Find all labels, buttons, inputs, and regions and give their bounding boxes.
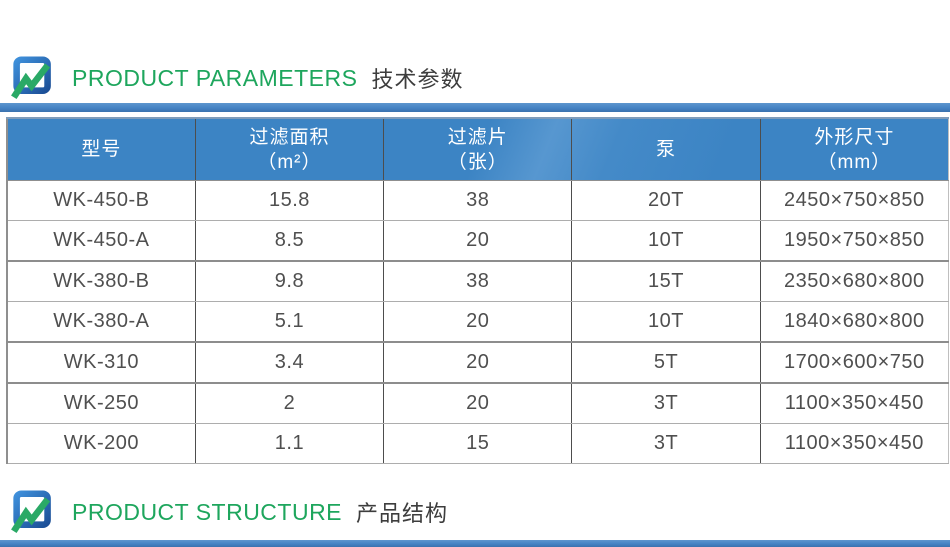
- col-header-unit: （mm）: [817, 151, 892, 173]
- product-parameters-table: 型号 过滤面积 （m²） 过滤片 （张） 泵 外形尺寸 （mm）: [6, 117, 949, 464]
- cell-dimensions: 1700×600×750: [759, 342, 949, 384]
- cell-model: WK-380-B: [7, 261, 196, 302]
- col-header-label: 泵: [656, 139, 677, 160]
- table-row: WK-450-B 15.8 38 20T 2450×750×850: [7, 180, 949, 221]
- cell-filter-plates: 38: [383, 180, 572, 221]
- col-header-unit: （m²）: [257, 151, 322, 173]
- cell-dimensions: 2350×680×800: [759, 261, 949, 302]
- col-header-label: 过滤片: [447, 126, 508, 148]
- cell-pump: 5T: [571, 342, 761, 384]
- col-header-dimensions: 外形尺寸 （mm）: [759, 118, 949, 181]
- section-heading-parameters: PRODUCT PARAMETERS 技术参数: [10, 54, 463, 102]
- table-body: WK-450-B 15.8 38 20T 2450×750×850 WK-450-A 8.5…: [7, 180, 949, 464]
- cell-pump: 15T: [571, 261, 761, 302]
- cell-dimensions: 2450×750×850: [759, 180, 949, 221]
- col-header-label: 型号: [81, 139, 122, 160]
- section-divider-bar: [0, 103, 950, 112]
- cell-filter-plates: 38: [383, 261, 572, 302]
- cell-model: WK-250: [7, 383, 196, 424]
- col-header-filter-area: 过滤面积 （m²）: [194, 118, 384, 181]
- table-row: WK-310 3.4 20 5T 1700×600×750: [7, 342, 949, 384]
- cell-dimensions: 1100×350×450: [759, 383, 949, 424]
- brand-logo-icon: [11, 489, 51, 533]
- cell-pump: 3T: [571, 383, 761, 424]
- table-row: WK-380-B 9.8 38 15T 2350×680×800: [7, 261, 949, 302]
- cell-filter-area: 2: [194, 383, 384, 424]
- col-header-unit: （张）: [447, 151, 508, 173]
- cell-pump: 20T: [571, 180, 761, 221]
- cell-filter-plates: 20: [383, 383, 572, 424]
- section-heading-structure: PRODUCT STRUCTURE 产品结构: [10, 488, 448, 536]
- cell-model: WK-310: [7, 342, 196, 384]
- cell-model: WK-450-B: [7, 180, 196, 221]
- section-title-zh: 产品结构: [356, 501, 449, 526]
- cell-pump: 10T: [571, 301, 761, 343]
- cell-filter-area: 3.4: [194, 342, 384, 384]
- col-header-model: 型号: [7, 118, 196, 181]
- cell-pump: 10T: [571, 220, 761, 262]
- cell-filter-area: 8.5: [194, 220, 384, 262]
- table-row: WK-450-A 8.5 20 10T 1950×750×850: [7, 220, 949, 262]
- cell-dimensions: 1840×680×800: [759, 301, 949, 343]
- cell-dimensions: 1950×750×850: [759, 220, 949, 262]
- section-title-zh: 技术参数: [371, 67, 464, 92]
- cell-model: WK-450-A: [7, 220, 196, 262]
- col-header-label: 外形尺寸: [814, 126, 895, 148]
- section-title-en: PRODUCT STRUCTURE: [72, 498, 343, 525]
- col-header-pump: 泵: [571, 118, 761, 181]
- cell-dimensions: 1100×350×450: [759, 423, 949, 464]
- cell-filter-plates: 20: [383, 220, 572, 262]
- cell-model: WK-200: [7, 423, 196, 464]
- table-row: WK-250 2 20 3T 1100×350×450: [7, 383, 949, 424]
- cell-filter-plates: 20: [383, 301, 572, 343]
- cell-filter-plates: 15: [383, 423, 572, 464]
- table-row: WK-200 1.1 15 3T 1100×350×450: [7, 423, 949, 464]
- col-header-label: 过滤面积: [249, 126, 330, 148]
- cell-model: WK-380-A: [7, 301, 196, 343]
- cell-filter-area: 15.8: [194, 180, 384, 221]
- table-row: WK-380-A 5.1 20 10T 1840×680×800: [7, 301, 949, 343]
- cell-pump: 3T: [571, 423, 761, 464]
- cell-filter-area: 5.1: [194, 301, 384, 343]
- col-header-filter-plates: 过滤片 （张）: [383, 118, 572, 181]
- brand-logo-icon: [11, 55, 51, 99]
- table-header-row: 型号 过滤面积 （m²） 过滤片 （张） 泵 外形尺寸 （mm）: [7, 118, 949, 181]
- cell-filter-area: 9.8: [194, 261, 384, 302]
- section-title-en: PRODUCT PARAMETERS: [72, 64, 358, 91]
- cell-filter-area: 1.1: [194, 423, 384, 464]
- section-divider-bar: [0, 540, 950, 547]
- cell-filter-plates: 20: [383, 342, 572, 384]
